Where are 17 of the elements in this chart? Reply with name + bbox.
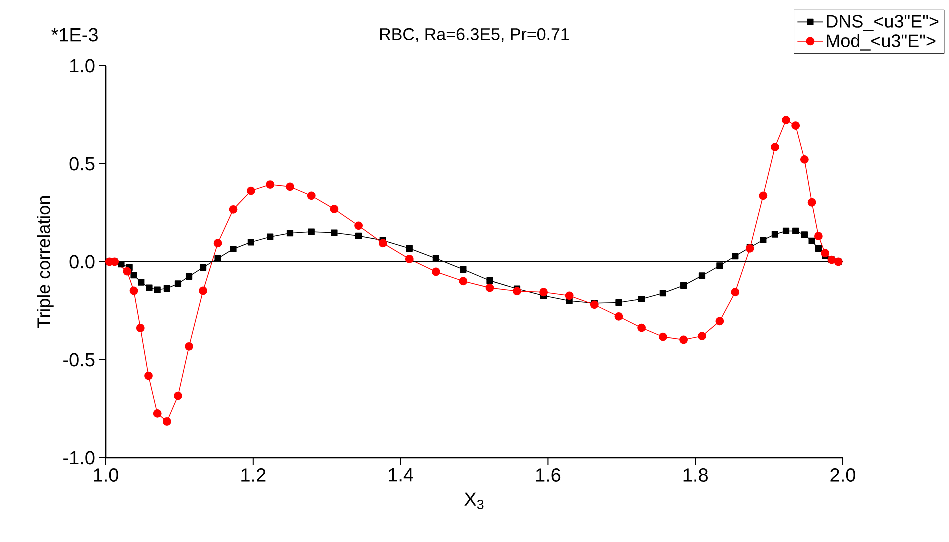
text: *1E-3 xyxy=(52,28,98,42)
x-tick-label: 1.2 xyxy=(242,468,266,482)
x-axis-title: X$_{3}$ xyxy=(464,492,484,510)
chart-title: RBC, Ra=6.3E5, Pr=0.71 xyxy=(380,28,570,42)
legend-label: Mod_<u3"E"> xyxy=(827,34,936,51)
legend-label: DNS_<u3"E"> xyxy=(827,15,939,32)
x-tick-label: 1.8 xyxy=(684,468,708,482)
y-axis-title: Triple correlation xyxy=(37,196,54,328)
y-tick-label: 1.0 xyxy=(70,59,95,73)
x-tick-label: 2.0 xyxy=(830,468,856,482)
y-tick-label: 0.0 xyxy=(70,255,95,269)
x-tick-label: 1.6 xyxy=(536,468,561,482)
y-tick-label: 0.5 xyxy=(70,157,95,171)
y-tick-label: -0.5 xyxy=(64,353,95,367)
y-tick-label: -1.0 xyxy=(64,451,95,465)
x-tick-label: 1.4 xyxy=(389,468,414,482)
x-tick-label: 1.0 xyxy=(94,468,118,482)
